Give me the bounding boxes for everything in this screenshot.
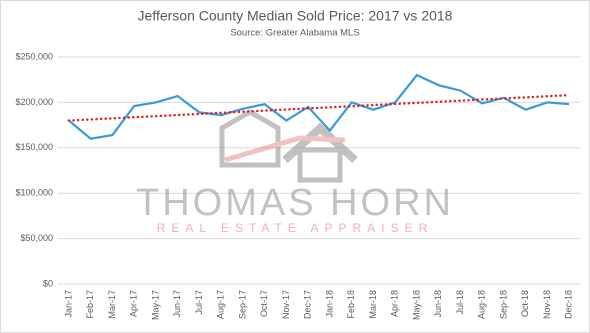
x-tick-label: Oct-17	[259, 290, 269, 317]
x-tick-label: Aug-17	[216, 290, 226, 319]
watermark-icon	[219, 109, 358, 183]
watermark-tagline: REAL ESTATE APPRAISER	[157, 221, 434, 235]
x-tick-label: Feb-18	[346, 290, 356, 319]
x-tick-label: Nov-18	[542, 290, 552, 319]
y-tick-label: $250,000	[15, 51, 53, 61]
x-tick-label: Dec-18	[564, 290, 574, 319]
x-tick-label: Aug-18	[477, 290, 487, 319]
data-line	[68, 73, 570, 140]
chart-subtitle: Source: Greater Alabama MLS	[230, 28, 359, 39]
x-tick-label: Jun-17	[172, 290, 182, 318]
x-tick-label: Apr-18	[390, 290, 400, 317]
x-tick-label: Jun-18	[433, 290, 443, 318]
x-tick-label: Oct-18	[520, 290, 530, 317]
x-tick-label: May-18	[411, 290, 421, 320]
x-tick-label: Mar-17	[107, 290, 117, 319]
chart-title: Jefferson County Median Sold Price: 2017…	[138, 8, 453, 24]
y-tick-label: $100,000	[15, 188, 53, 198]
x-tick-label: Nov-17	[281, 290, 291, 319]
x-tick-label: Mar-18	[368, 290, 378, 319]
x-tick-label: Dec-17	[303, 290, 313, 319]
y-tick-label: $150,000	[15, 142, 53, 152]
x-tick-label: Jul-17	[194, 290, 204, 315]
x-tick-label: Apr-17	[129, 290, 139, 317]
watermark-name: THOMAS HORN	[136, 182, 454, 224]
x-tick-label: Sep-18	[498, 290, 508, 319]
trend-line	[67, 93, 571, 122]
x-tick-label: May-17	[150, 290, 160, 320]
x-tick-label: Jan-17	[63, 290, 73, 318]
x-tick-label: Feb-17	[85, 290, 95, 319]
y-tick-label: $50,000	[20, 233, 53, 243]
y-tick-label: $0	[43, 278, 53, 288]
y-tick-label: $200,000	[15, 97, 53, 107]
x-tick-label: Jan-18	[324, 290, 334, 318]
x-tick-label: Sep-17	[237, 290, 247, 319]
x-tick-label: Jul-18	[455, 290, 465, 315]
